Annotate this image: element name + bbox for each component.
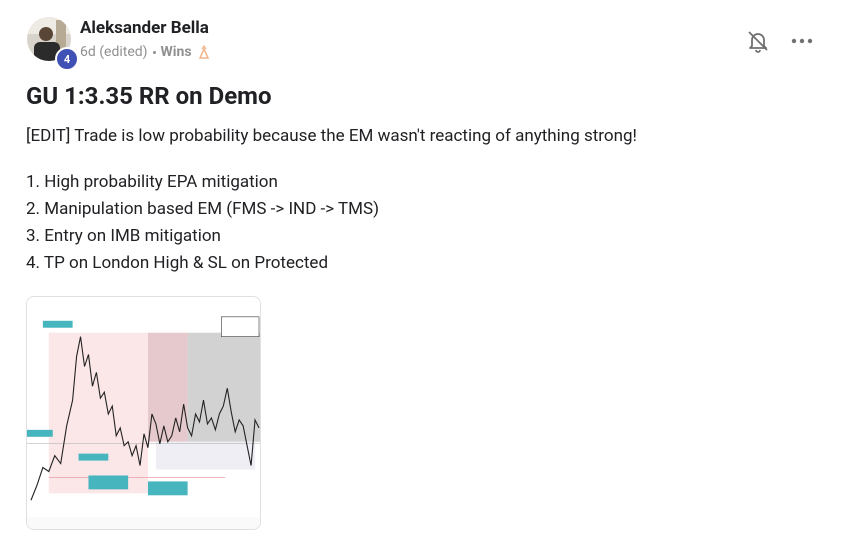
list-item: 4. TP on London High & SL on Protected <box>26 253 329 273</box>
list-item: 2. Manipulation based EM (FMS -> IND -> … <box>26 199 380 219</box>
category-icon <box>198 45 209 59</box>
list-item: 3. Entry on IMB mitigation <box>26 226 221 246</box>
attachment-image[interactable] <box>26 296 261 530</box>
post-category[interactable]: Wins <box>160 44 192 60</box>
separator <box>152 50 156 54</box>
more-button[interactable] <box>790 36 814 46</box>
mute-button[interactable] <box>746 29 770 53</box>
list-item: 1. High probability EPA mitigation <box>26 172 278 192</box>
post-meta: 6d (edited) Wins <box>80 44 211 60</box>
post-list: 1. High probability EPA mitigation 2. Ma… <box>26 171 379 279</box>
post-title: GU 1:3.35 RR on Demo <box>26 82 272 110</box>
level-badge: 4 <box>55 47 79 71</box>
post-time: 6d (edited) <box>80 44 148 60</box>
post-paragraph: [EDIT] Trade is low probability because … <box>26 126 637 146</box>
avatar[interactable] <box>26 16 72 62</box>
author-name[interactable]: Aleksander Bella <box>80 18 209 38</box>
